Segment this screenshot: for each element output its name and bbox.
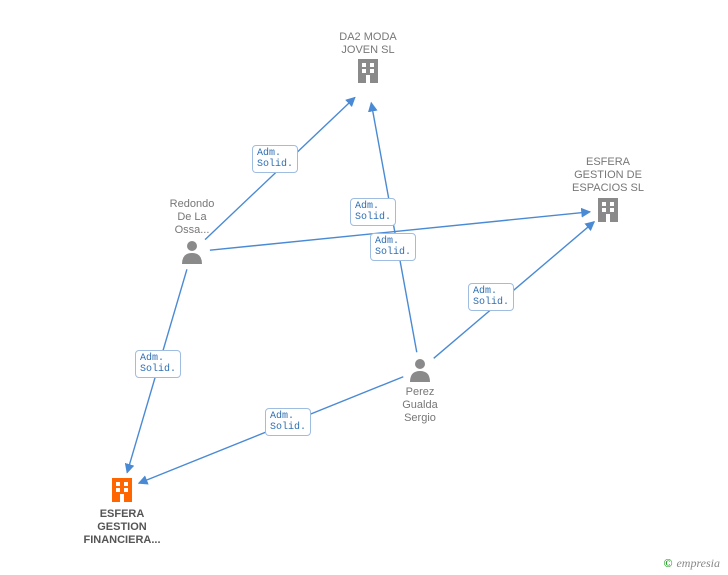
edge-label: Adm. Solid. (350, 198, 396, 226)
node-label: DA2 MODAJOVEN SL (323, 31, 413, 57)
edge-label: Adm. Solid. (135, 350, 181, 378)
edge-label: Adm. Solid. (370, 233, 416, 261)
person-node-redondo[interactable]: RedondoDe LaOssa... (147, 194, 237, 264)
node-label: PerezGualdaSergio (375, 386, 465, 426)
edge-line (127, 269, 187, 472)
person-icon (179, 238, 205, 264)
person-icon (407, 356, 433, 382)
edge-label: Adm. Solid. (265, 408, 311, 436)
edge-line (210, 212, 590, 250)
building-icon (594, 196, 622, 224)
building-icon (354, 57, 382, 85)
company-node-esfera-espacios[interactable]: ESFERAGESTION DEESPACIOS SL (563, 152, 653, 224)
watermark-text: empresia (676, 556, 720, 570)
watermark: © empresia (663, 556, 720, 571)
edge-line (139, 377, 404, 484)
node-label: RedondoDe LaOssa... (147, 198, 237, 238)
node-label: ESFERAGESTIONFINANCIERA... (77, 508, 167, 548)
edge-label: Adm. Solid. (252, 145, 298, 173)
company-node-esfera-financiera[interactable]: ESFERAGESTIONFINANCIERA... (77, 476, 167, 548)
person-node-perez[interactable]: PerezGualdaSergio (375, 356, 465, 426)
node-label: ESFERAGESTION DEESPACIOS SL (563, 156, 653, 196)
edge-line (371, 103, 417, 353)
building-icon (108, 476, 136, 504)
copyright-symbol: © (663, 556, 672, 570)
edge-label: Adm. Solid. (468, 283, 514, 311)
diagram-canvas: DA2 MODAJOVEN SL ESFERAGESTION DEESPACIO… (0, 0, 728, 575)
company-node-da2[interactable]: DA2 MODAJOVEN SL (323, 27, 413, 85)
edge-line (434, 222, 595, 359)
